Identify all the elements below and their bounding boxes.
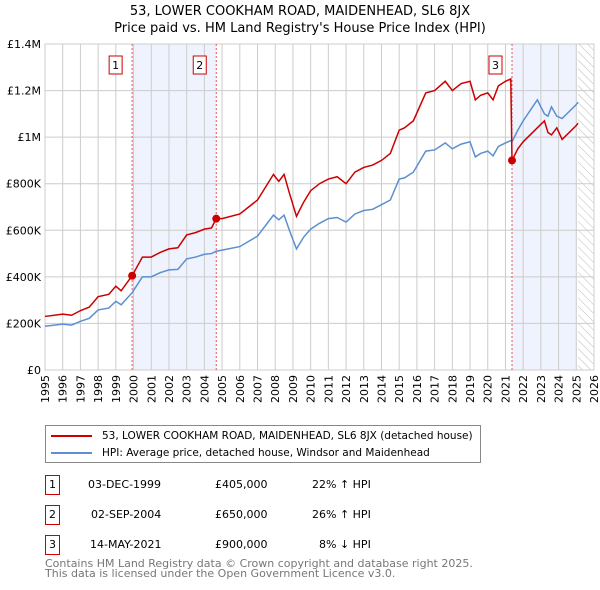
x-tick-label: 1997 bbox=[74, 375, 87, 403]
x-tick-label: 2021 bbox=[499, 375, 512, 403]
footer: Contains HM Land Registry data © Crown c… bbox=[45, 557, 473, 580]
x-tick-label: 2013 bbox=[358, 375, 371, 403]
y-tick-label: £600K bbox=[6, 224, 42, 237]
x-tick-label: 2015 bbox=[393, 375, 406, 403]
marker-badge: 2 bbox=[45, 505, 60, 525]
x-tick-label: 2014 bbox=[375, 375, 388, 403]
transaction-row: 3 14-MAY-2021 £900,000 8% ↓ HPI bbox=[45, 535, 445, 555]
y-tick-label: £1.2M bbox=[7, 85, 41, 98]
x-tick-label: 2000 bbox=[128, 375, 141, 403]
x-tick-label: 2017 bbox=[429, 375, 442, 403]
footer-line: Contains HM Land Registry data © Crown c… bbox=[45, 557, 473, 570]
x-tick-label: 2022 bbox=[517, 375, 530, 403]
y-tick-label: £400K bbox=[6, 271, 42, 284]
shaded-period bbox=[512, 44, 577, 370]
date: 03-DEC-1999 bbox=[88, 478, 162, 491]
transaction-row: 1 03-DEC-1999 £405,000 22% ↑ HPI bbox=[45, 475, 445, 495]
price: £900,000 bbox=[215, 538, 268, 551]
x-tick-label: 2011 bbox=[322, 375, 335, 403]
transaction-row: 2 02-SEP-2004 £650,000 26% ↑ HPI bbox=[45, 505, 445, 525]
x-tick-label: 2010 bbox=[305, 375, 318, 403]
sale-point bbox=[128, 271, 137, 280]
legend: 53, LOWER COOKHAM ROAD, MAIDENHEAD, SL6 … bbox=[45, 425, 481, 463]
footer-line: This data is licensed under the Open Gov… bbox=[45, 567, 396, 580]
x-tick-label: 2026 bbox=[588, 375, 600, 403]
legend-swatch-hpi bbox=[51, 452, 92, 454]
shaded-period bbox=[132, 44, 217, 370]
y-tick-label: £1.4M bbox=[7, 38, 41, 51]
x-tick-label: 2004 bbox=[198, 375, 211, 403]
y-tick-label: £1M bbox=[18, 131, 42, 144]
x-tick-label: 1999 bbox=[110, 375, 123, 403]
date: 02-SEP-2004 bbox=[91, 508, 162, 521]
x-tick-label: 2001 bbox=[145, 375, 158, 403]
x-tick-label: 2002 bbox=[163, 375, 176, 403]
chart-title: 53, LOWER COOKHAM ROAD, MAIDENHEAD, SL6 … bbox=[129, 4, 471, 19]
price-line bbox=[44, 77, 579, 318]
x-tick-label: 2003 bbox=[181, 375, 194, 403]
sale-label: 2 bbox=[196, 59, 203, 72]
price-chart: 1995 1996 1997 1998 1999 2000 2001 2002 2003 2004… bbox=[6, 38, 600, 403]
sale-label: 1 bbox=[112, 59, 119, 72]
sale-label-box bbox=[192, 55, 207, 75]
legend-label-property: 53, LOWER COOKHAM ROAD, MAIDENHEAD, SL6 … bbox=[102, 430, 473, 442]
x-tick-label: 2018 bbox=[446, 375, 459, 403]
forecast-hatch bbox=[578, 44, 594, 370]
x-tick-label: 2012 bbox=[340, 375, 353, 403]
hpi-line bbox=[44, 98, 579, 327]
x-tick-label: 1998 bbox=[92, 375, 105, 403]
hpi-diff: 22% ↑ HPI bbox=[312, 478, 371, 491]
hpi-diff: 26% ↑ HPI bbox=[312, 508, 371, 521]
x-tick-label: 2023 bbox=[535, 375, 548, 403]
legend-swatch-property bbox=[51, 435, 92, 437]
plot-border bbox=[44, 43, 595, 371]
x-tick-label: 2007 bbox=[252, 375, 265, 403]
legend-label-hpi: HPI: Average price, detached house, Wind… bbox=[102, 447, 430, 459]
sale-point bbox=[508, 156, 517, 165]
x-tick-label: 2019 bbox=[464, 375, 477, 403]
marker-badge: 3 bbox=[45, 535, 60, 555]
price: £650,000 bbox=[215, 508, 268, 521]
sale-label: 3 bbox=[492, 59, 499, 72]
chart-subtitle: Price paid vs. HM Land Registry's House … bbox=[114, 21, 486, 36]
sale-label-box bbox=[488, 55, 503, 75]
x-tick-label: 2005 bbox=[216, 375, 229, 403]
x-tick-label: 2025 bbox=[570, 375, 583, 403]
x-tick-label: 1996 bbox=[57, 375, 70, 403]
x-tick-label: 2024 bbox=[553, 375, 566, 403]
x-tick-label: 2006 bbox=[234, 375, 247, 403]
y-tick-label: £0 bbox=[27, 364, 41, 377]
y-tick-label: £800K bbox=[6, 178, 42, 191]
sale-label-box bbox=[108, 55, 123, 75]
hpi-diff: 8% ↓ HPI bbox=[319, 538, 371, 551]
x-tick-label: 1995 bbox=[39, 375, 52, 403]
marker-badge: 1 bbox=[45, 475, 60, 495]
x-tick-label: 2008 bbox=[269, 375, 282, 403]
price: £405,000 bbox=[215, 478, 268, 491]
y-tick-label: £200K bbox=[6, 317, 42, 330]
x-tick-label: 2020 bbox=[482, 375, 495, 403]
x-tick-label: 2009 bbox=[287, 375, 300, 403]
date: 14-MAY-2021 bbox=[90, 538, 162, 551]
x-tick-label: 2016 bbox=[411, 375, 424, 403]
sale-point bbox=[212, 214, 221, 223]
